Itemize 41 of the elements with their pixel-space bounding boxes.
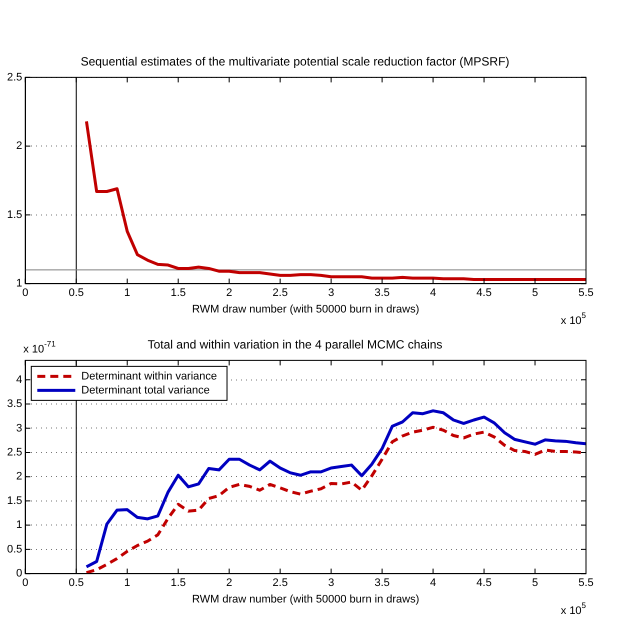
chart-title: Sequential estimates of the multivariate potential scale reduction factor (MPSRF) bbox=[80, 54, 510, 69]
x-tick-label: 2 bbox=[226, 577, 232, 590]
x-tick-label: 1.5 bbox=[170, 577, 186, 590]
y-tick-label: 0.5 bbox=[6, 543, 22, 556]
x-tick-label: 2 bbox=[226, 287, 232, 300]
y-tick-label: 2.5 bbox=[6, 71, 22, 84]
x-tick-label: 5.5 bbox=[578, 287, 594, 300]
x-tick-label: 5.5 bbox=[578, 577, 594, 590]
x-tick-label: 2.5 bbox=[272, 577, 288, 590]
y-tick-label: 0 bbox=[16, 568, 22, 580]
x-tick-label: 1 bbox=[124, 577, 130, 590]
legend-label: Determinant within variance bbox=[81, 370, 218, 382]
x-tick-label: 3 bbox=[328, 577, 334, 590]
x-tick-label: 3 bbox=[328, 287, 334, 300]
x-tick-label: 4 bbox=[430, 577, 436, 590]
y-tick-label: 1 bbox=[16, 278, 22, 290]
y-tick-label: 1 bbox=[16, 519, 22, 532]
x-tick-label: 3.5 bbox=[374, 287, 390, 300]
y-tick-label: 2.5 bbox=[6, 446, 22, 458]
x-tick-label: 4 bbox=[430, 287, 436, 300]
x-tick-label: 1 bbox=[124, 287, 130, 300]
y-tick-label: 2 bbox=[16, 470, 22, 483]
legend-label: Determinant total variance bbox=[81, 384, 210, 396]
x-tick-label: 1.5 bbox=[170, 287, 186, 300]
y-tick-label: 3 bbox=[16, 422, 22, 434]
chart-title: Total and within variation in the 4 parallel MCMC chains bbox=[148, 338, 442, 352]
x-tick-label: 3.5 bbox=[374, 577, 390, 590]
x-axis-title: RWM draw number (with 50000 burn in draws) bbox=[192, 303, 420, 316]
x-tick-label: 2.5 bbox=[272, 287, 288, 300]
x-tick-label: 0.5 bbox=[68, 577, 84, 590]
x-tick-label: 4.5 bbox=[476, 577, 492, 590]
y-tick-label: 3.5 bbox=[6, 398, 22, 410]
x-tick-label: 5 bbox=[532, 287, 538, 300]
x-tick-label: 4.5 bbox=[476, 287, 492, 300]
x-tick-label: 5 bbox=[532, 577, 538, 590]
x-tick-label: 0.5 bbox=[68, 287, 84, 300]
y-tick-label: 2 bbox=[16, 140, 22, 152]
x-axis-title: RWM draw number (with 50000 burn in draws) bbox=[192, 593, 420, 606]
y-tick-label: 1.5 bbox=[6, 208, 22, 221]
y-tick-label: 1.5 bbox=[6, 494, 22, 507]
y-tick-label: 4 bbox=[16, 374, 22, 386]
